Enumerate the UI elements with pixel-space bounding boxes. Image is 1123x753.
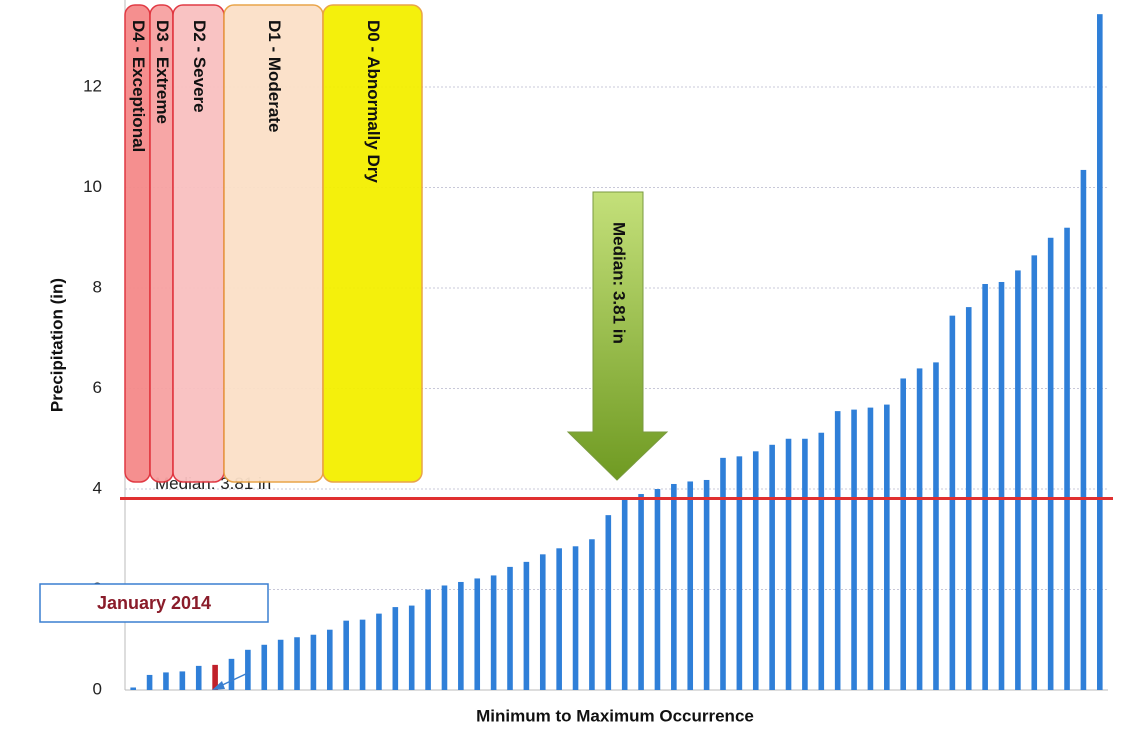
y-tick-label: 4 [93,478,102,497]
drought-label: D1 - Moderate [265,20,284,132]
bar [1015,270,1021,690]
bar [982,283,988,690]
highlight-box [39,583,269,623]
bar [195,665,202,690]
bar [638,494,644,690]
bar [392,607,399,690]
y-tick-label: 8 [93,277,102,296]
highlight-arrowhead [212,681,225,690]
bar [343,620,349,690]
bar [703,479,710,690]
bar [752,451,759,690]
y-tick-label: 10 [83,177,102,196]
bar [277,639,284,690]
bar [359,619,366,690]
bar [769,444,775,690]
bar [720,457,726,690]
bar [507,566,513,690]
bar [539,554,546,690]
bar [1097,14,1103,690]
bar [867,407,874,690]
bar [228,658,235,690]
bar [474,578,481,690]
bar [441,585,448,690]
drought-label: D0 - Abnormally Dry [364,20,383,183]
drought-label: D4 - Exceptional [129,20,148,152]
bar [1047,237,1054,690]
bar [1031,255,1038,691]
bar [523,561,530,690]
bar [556,548,562,690]
bar [736,456,743,690]
bar [998,281,1005,690]
bar [654,489,661,690]
bar [130,687,136,690]
bar [671,483,677,690]
bar [458,581,464,690]
median-arrow [566,191,669,481]
bar [261,644,268,690]
bar [1064,227,1070,690]
bar [179,671,186,690]
bar [326,629,333,690]
bar [605,515,612,690]
bar [245,649,251,690]
bar [884,404,890,690]
y-tick-label: 0 [93,679,102,698]
bar [687,481,694,690]
bar [900,378,907,690]
y-axis-label: Precipitation (in) [47,278,66,412]
bar [851,409,857,690]
drought-label: D3 - Extreme [153,20,172,124]
y-tick-label: 6 [93,378,102,397]
bar [163,672,169,690]
bar [949,315,956,690]
drought-label: D2 - Severe [190,20,209,113]
y-tick-label: 12 [83,77,102,96]
bar [621,498,628,690]
median-arrow-label: Median: 3.81 in [610,222,629,344]
bar [490,575,497,690]
highlight-label: January 2014 [97,593,211,613]
bar [818,432,825,690]
bar [294,637,300,690]
bar [212,664,218,690]
bar [834,411,841,690]
drought-box [322,4,423,483]
bar [146,674,153,690]
bar [1080,169,1087,690]
bar [408,605,415,690]
bar [916,368,923,690]
bar [572,546,579,690]
bar [802,438,808,690]
bar [310,634,317,690]
bar [785,438,792,690]
bar [933,362,939,690]
x-axis-label: Minimum to Maximum Occurrence [476,706,754,725]
bar [376,613,382,690]
bar [425,589,431,690]
bar [589,539,595,690]
